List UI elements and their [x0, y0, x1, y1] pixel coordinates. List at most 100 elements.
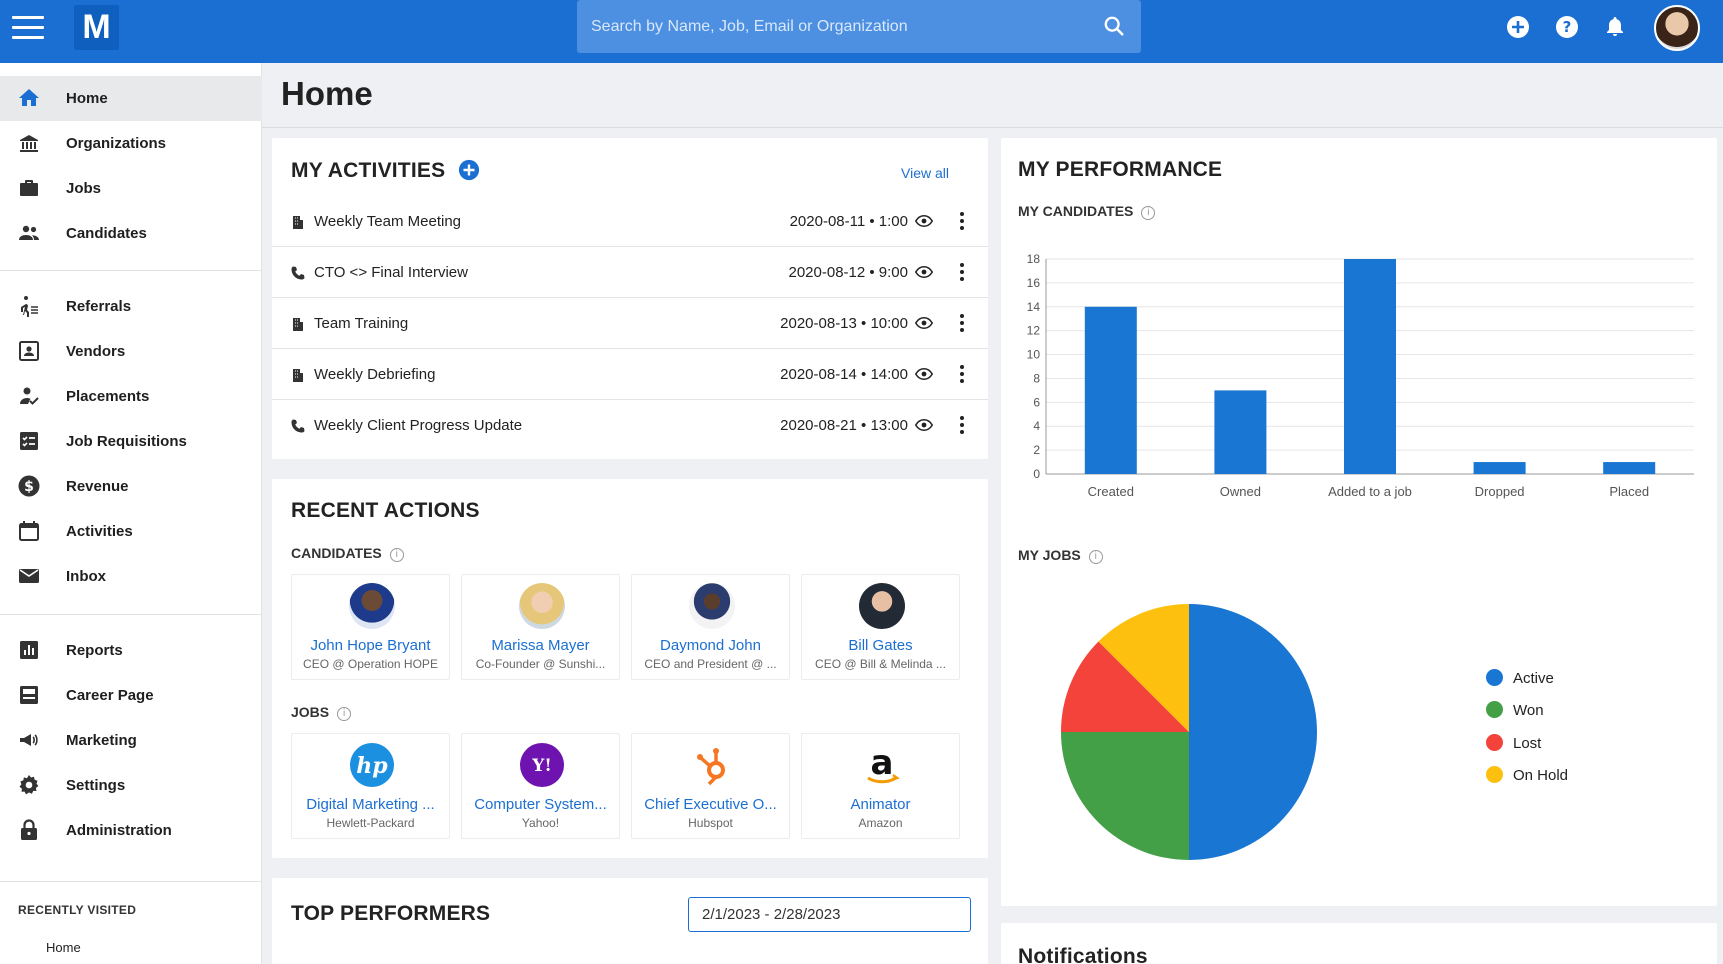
more-options-icon[interactable] — [958, 364, 966, 384]
sidebar-item-jobs[interactable]: Jobs — [0, 166, 262, 211]
candidate-tile[interactable]: Daymond John CEO and President @ ... — [631, 574, 790, 680]
bar[interactable] — [1344, 259, 1396, 474]
building-icon — [293, 318, 303, 331]
candidate-name: John Hope Bryant — [310, 637, 431, 654]
more-options-icon[interactable] — [958, 262, 966, 282]
sidebar-item-candidates[interactable]: Candidates — [0, 211, 262, 256]
x-tick-label: Created — [1088, 484, 1134, 499]
user-avatar[interactable] — [1654, 5, 1700, 51]
info-icon[interactable]: i — [337, 707, 352, 721]
bank-icon — [20, 135, 38, 152]
sidebar-item-label: Administration — [66, 822, 172, 839]
candidate-name: Daymond John — [660, 637, 761, 654]
sidebar-item-vendors[interactable]: Vendors — [0, 329, 262, 374]
activity-row[interactable]: Team Training 2020-08-13 • 10:00 — [272, 298, 988, 349]
legend-label: On Hold — [1513, 767, 1569, 784]
candidate-avatar — [689, 583, 735, 629]
job-tile[interactable]: Chief Executive O... Hubspot — [631, 733, 790, 839]
eye-icon[interactable] — [915, 264, 933, 280]
add-icon[interactable] — [1506, 15, 1530, 39]
sidebar-item-label: Placements — [66, 388, 150, 405]
sidebar-item-referrals[interactable]: Referrals — [0, 284, 262, 329]
bar[interactable] — [1084, 306, 1137, 474]
y-tick-label: 14 — [1027, 300, 1041, 314]
people-icon — [19, 225, 39, 240]
sidebar-item-activities[interactable]: Activities — [0, 509, 262, 554]
sidebar-item-label: Career Page — [66, 687, 154, 704]
pie-slice[interactable] — [1061, 641, 1189, 732]
top-performers-title: TOP PERFORMERS — [291, 902, 491, 925]
briefcase-icon — [20, 180, 38, 196]
legend-dot-on-hold — [1486, 766, 1503, 783]
eye-icon[interactable] — [915, 213, 933, 229]
pie-slice[interactable] — [1061, 732, 1189, 860]
bar[interactable] — [1603, 462, 1656, 474]
search-input[interactable] — [577, 0, 1141, 53]
home-icon — [19, 89, 39, 106]
y-tick-label: 4 — [1033, 419, 1040, 433]
search-bar — [577, 0, 1141, 53]
sidebar-item-label: Settings — [66, 777, 126, 794]
person-check-icon — [20, 387, 39, 405]
sidebar-item-reports[interactable]: Reports — [0, 628, 262, 673]
job-name: Chief Executive O... — [644, 796, 777, 813]
sidebar-item-revenue[interactable]: $ Revenue — [0, 464, 262, 509]
view-all-link[interactable]: View all — [901, 165, 949, 181]
sidebar-item-placements[interactable]: Placements — [0, 374, 262, 419]
job-tile[interactable]: a Animator Amazon — [801, 733, 960, 839]
app-logo[interactable]: M — [74, 5, 119, 50]
candidates-subheading: CANDIDATES i — [291, 545, 404, 562]
sidebar-item-job-requisitions[interactable]: Job Requisitions — [0, 419, 262, 464]
eye-icon[interactable] — [915, 366, 933, 382]
activity-name: Weekly Debriefing — [314, 366, 436, 383]
phone-icon — [291, 266, 305, 280]
activity-name: CTO <> Final Interview — [314, 264, 468, 281]
sidebar-item-home[interactable]: Home — [0, 76, 262, 121]
sidebar-divider — [0, 270, 262, 271]
activities-card: MY ACTIVITIES View all Weekly Team Meeti… — [272, 138, 988, 459]
recently-visited-item[interactable]: Home — [46, 940, 81, 955]
menu-icon[interactable] — [12, 16, 44, 40]
job-tile[interactable]: hp Digital Marketing ... Hewlett-Packard — [291, 733, 450, 839]
activity-row[interactable]: Weekly Client Progress Update 2020-08-21… — [272, 400, 988, 451]
job-tile[interactable]: Y! Computer System... Yahoo! — [461, 733, 620, 839]
info-icon[interactable]: i — [1141, 206, 1156, 220]
svg-text:a: a — [871, 743, 894, 783]
more-options-icon[interactable] — [958, 313, 966, 333]
more-options-icon[interactable] — [958, 415, 966, 435]
sidebar-divider — [0, 881, 262, 882]
legend-item-active: Active — [1486, 669, 1554, 687]
activity-row[interactable]: Weekly Debriefing 2020-08-14 • 14:00 — [272, 349, 988, 400]
more-options-icon[interactable] — [958, 211, 966, 231]
help-icon[interactable]: ? — [1555, 15, 1579, 39]
info-icon[interactable]: i — [389, 548, 404, 562]
sidebar-item-organizations[interactable]: Organizations — [0, 121, 262, 166]
search-icon[interactable] — [1103, 15, 1125, 37]
date-range-picker[interactable]: 2/1/2023 - 2/28/2023 — [688, 897, 971, 932]
candidate-tile[interactable]: Marissa Mayer Co-Founder @ Sunshi... — [461, 574, 620, 680]
referral-icon — [21, 296, 38, 317]
bell-icon[interactable] — [1603, 15, 1627, 39]
legend-dot-won — [1486, 701, 1503, 718]
sidebar-item-career-page[interactable]: Career Page — [0, 673, 262, 718]
activity-row[interactable]: CTO <> Final Interview 2020-08-12 • 9:00 — [272, 247, 988, 298]
my-jobs-label: MY JOBS — [1018, 547, 1081, 563]
page-icon — [20, 686, 38, 704]
bar[interactable] — [1214, 390, 1267, 474]
info-icon[interactable]: i — [1088, 550, 1103, 564]
add-activity-icon[interactable] — [458, 159, 480, 181]
candidate-tile[interactable]: John Hope Bryant CEO @ Operation HOPE — [291, 574, 450, 680]
x-tick-label: Dropped — [1475, 484, 1525, 499]
eye-icon[interactable] — [915, 315, 933, 331]
sidebar-item-administration[interactable]: Administration — [0, 808, 262, 853]
candidate-tile[interactable]: Bill Gates CEO @ Bill & Melinda ... — [801, 574, 960, 680]
sidebar-item-marketing[interactable]: Marketing — [0, 718, 262, 763]
sidebar-item-settings[interactable]: Settings — [0, 763, 262, 808]
job-company: Hubspot — [688, 816, 733, 830]
sidebar-item-inbox[interactable]: Inbox — [0, 554, 262, 599]
eye-icon[interactable] — [915, 417, 933, 433]
pie-slice[interactable] — [1189, 604, 1317, 860]
bar[interactable] — [1473, 462, 1526, 474]
activity-row[interactable]: Weekly Team Meeting 2020-08-11 • 1:00 — [272, 196, 988, 247]
pie-slice[interactable] — [1098, 604, 1189, 732]
